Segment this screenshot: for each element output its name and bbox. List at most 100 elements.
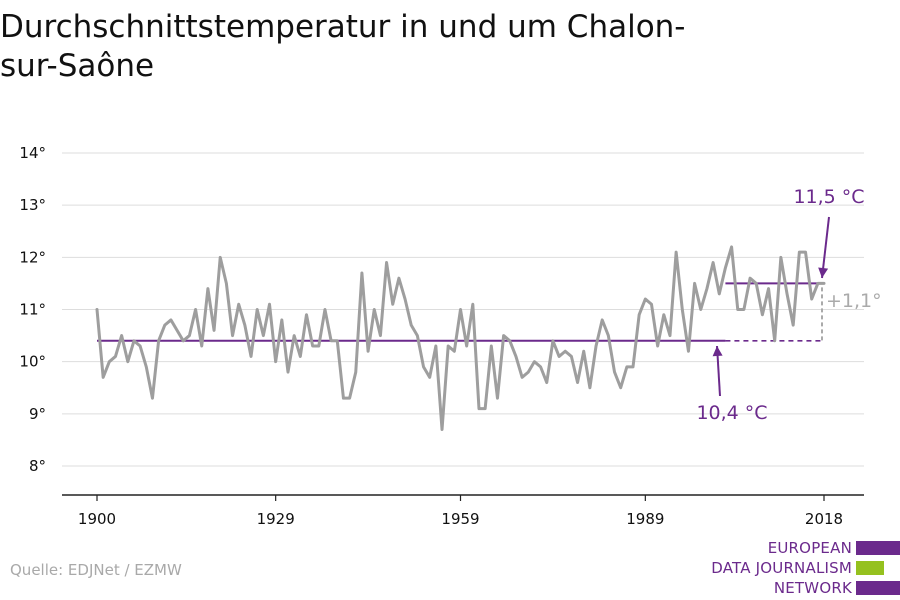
data-point-1972 [539, 365, 542, 368]
annotations: 11,5 °C 10,4 °C +1,1° [696, 186, 881, 424]
data-point-1937 [323, 308, 326, 311]
data-point-1905 [126, 360, 129, 363]
data-point-1977 [570, 355, 573, 358]
data-point-1978 [576, 381, 579, 384]
data-point-1957 [447, 345, 450, 348]
data-point-1932 [293, 334, 296, 337]
data-point-2015 [804, 251, 807, 254]
data-point-1930 [280, 318, 283, 321]
data-point-1938 [330, 339, 333, 342]
data-point-2013 [792, 324, 795, 327]
data-point-1968 [514, 355, 517, 358]
data-point-1954 [428, 376, 431, 379]
annotation-difference: +1,1° [826, 290, 882, 312]
logo-line-3: NETWORK [773, 579, 852, 597]
data-point-1967 [508, 339, 511, 342]
data-point-1955 [434, 345, 437, 348]
data-point-1911 [163, 324, 166, 327]
data-point-1926 [256, 308, 259, 311]
data-point-1982 [601, 318, 604, 321]
data-point-1959 [459, 308, 462, 311]
data-point-1931 [286, 371, 289, 374]
data-point-1906 [132, 339, 135, 342]
data-point-1995 [681, 308, 684, 311]
data-point-1975 [558, 355, 561, 358]
data-point-1985 [619, 386, 622, 389]
data-point-1966 [502, 334, 505, 337]
data-point-1913 [176, 329, 179, 332]
y-tick-label: 13° [19, 196, 46, 214]
source-note: Quelle: EDJNet / EZMW [10, 561, 182, 579]
data-point-2002 [724, 266, 727, 269]
data-point-1969 [521, 376, 524, 379]
data-point-1921 [225, 282, 228, 285]
data-point-1993 [668, 334, 671, 337]
data-point-1945 [373, 308, 376, 311]
logo-bar-bottom [856, 581, 900, 595]
data-point-1953 [422, 365, 425, 368]
data-point-2007 [755, 282, 758, 285]
data-point-2006 [749, 277, 752, 280]
gridlines [62, 152, 864, 467]
data-point-1917 [200, 345, 203, 348]
data-point-2003 [730, 245, 733, 248]
data-point-2005 [742, 308, 745, 311]
data-point-1958 [453, 350, 456, 353]
edjnet-logo: EUROPEAN DATA JOURNALISM NETWORK [700, 538, 900, 600]
data-point-1973 [545, 381, 548, 384]
data-point-1970 [527, 371, 530, 374]
data-point-2008 [761, 313, 764, 316]
data-point-1908 [145, 365, 148, 368]
x-tick-label: 1900 [78, 510, 116, 528]
data-point-1933 [299, 355, 302, 358]
data-point-1915 [188, 334, 191, 337]
data-point-1948 [391, 303, 394, 306]
data-point-1984 [613, 371, 616, 374]
data-point-1936 [317, 345, 320, 348]
data-point-1960 [465, 345, 468, 348]
data-point-1925 [250, 355, 253, 358]
data-point-1929 [274, 360, 277, 363]
data-point-1983 [607, 334, 610, 337]
data-point-1999 [705, 287, 708, 290]
data-point-1934 [305, 313, 308, 316]
data-point-2014 [798, 251, 801, 254]
data-point-1949 [397, 277, 400, 280]
data-point-1974 [551, 339, 554, 342]
logo-bar-top [856, 541, 900, 555]
data-point-1956 [441, 428, 444, 431]
data-point-1940 [342, 397, 345, 400]
chart-title: Durchschnittstemperatur in und um Chalon… [0, 9, 686, 84]
data-point-1922 [231, 334, 234, 337]
data-point-1947 [385, 261, 388, 264]
y-tick-label: 10° [19, 353, 46, 371]
x-axis-ticks: 1900 1929 1959 1989 2018 [78, 495, 843, 528]
data-point-1914 [182, 339, 185, 342]
data-point-1939 [336, 339, 339, 342]
data-point-2010 [773, 339, 776, 342]
data-point-1924 [243, 324, 246, 327]
x-tick-label: 1959 [441, 510, 479, 528]
data-point-1987 [632, 365, 635, 368]
data-point-1918 [206, 287, 209, 290]
data-point-1988 [638, 313, 641, 316]
y-tick-label: 11° [19, 301, 46, 319]
data-point-2016 [810, 298, 813, 301]
data-point-1943 [360, 271, 363, 274]
y-tick-label: 14° [19, 144, 46, 162]
data-point-1928 [268, 303, 271, 306]
y-tick-label: 12° [19, 248, 46, 266]
data-point-1916 [194, 308, 197, 311]
data-point-1900 [96, 308, 99, 311]
x-tick-label: 2018 [805, 510, 843, 528]
data-point-2018 [823, 282, 826, 285]
data-point-2009 [767, 287, 770, 290]
data-point-1965 [496, 397, 499, 400]
arrow-historic-average-head [712, 346, 723, 357]
data-point-1994 [675, 251, 678, 254]
annotation-recent-average: 11,5 °C [793, 186, 864, 208]
data-point-1927 [262, 334, 265, 337]
data-point-1919 [213, 329, 216, 332]
logo-line-2: DATA JOURNALISM [711, 559, 852, 577]
